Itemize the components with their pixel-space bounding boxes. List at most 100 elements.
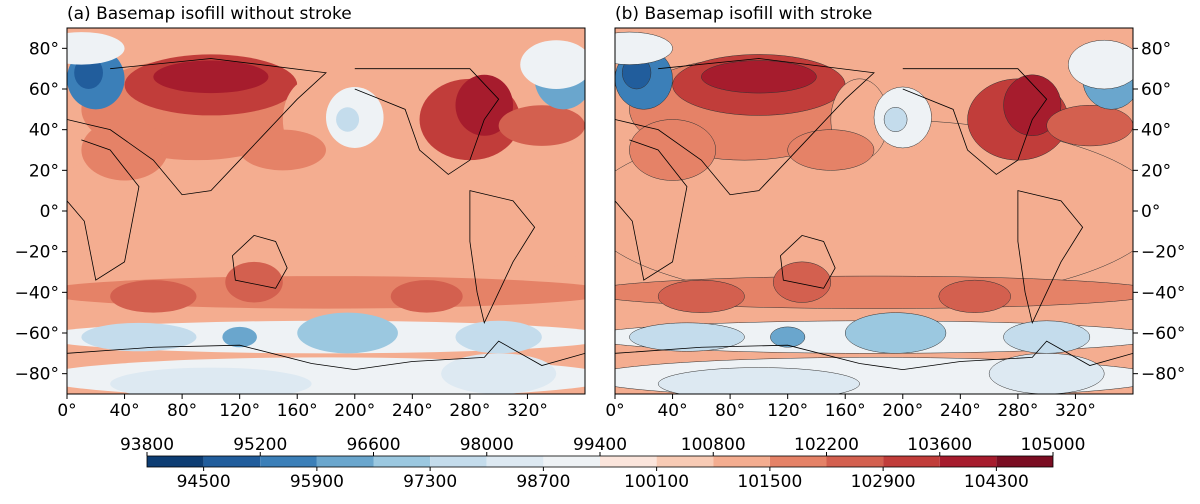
- y-tick-label: 40°: [29, 121, 59, 141]
- coastline: [67, 58, 585, 371]
- contour-region: [336, 107, 360, 132]
- field: [615, 28, 1133, 394]
- x-tick-label: 80°: [167, 401, 197, 421]
- y-tick-label: −60°: [1141, 324, 1185, 344]
- y-tick-label: 0°: [40, 202, 59, 222]
- x-tick-label: 240°: [392, 401, 433, 421]
- colorbar-label: 93800: [120, 435, 174, 455]
- panel-title: (a) Basemap isofill without stroke: [67, 4, 352, 24]
- map-panel: (a) Basemap isofill without stroke 0° 40° 8…: [15, 4, 586, 421]
- contour-region: [455, 320, 542, 354]
- contour-region: [498, 105, 585, 146]
- contour-region: [770, 326, 806, 348]
- colorbar-label: 96600: [346, 435, 400, 455]
- contour-region: [455, 74, 514, 136]
- contour-region: [883, 107, 908, 132]
- y-tick-label: 80°: [1141, 39, 1171, 59]
- contour-region: [67, 119, 585, 303]
- colorbar-label: 95200: [233, 435, 287, 455]
- colorbar-label: 94500: [177, 472, 231, 492]
- y-tick-label: 60°: [1141, 80, 1171, 100]
- colorbar-swatch: [373, 456, 431, 467]
- y-tick-label: −80°: [1141, 365, 1185, 385]
- colorbar-label: 105000: [1021, 435, 1086, 455]
- colorbar-swatch: [826, 456, 884, 467]
- field: [67, 28, 585, 394]
- contour-region: [988, 353, 1105, 394]
- y-tick-label: −20°: [1141, 243, 1185, 263]
- colorbar-label: 100100: [624, 472, 689, 492]
- x-tick-label: 0°: [57, 401, 76, 421]
- contour-region: [67, 32, 125, 65]
- colorbar-swatch: [147, 456, 204, 467]
- panel-title: (b) Basemap isofill with stroke: [615, 4, 872, 24]
- colorbar-swatch: [883, 456, 940, 467]
- contour-region: [938, 279, 1011, 313]
- contour-region: [629, 322, 745, 352]
- contour-region: [1068, 39, 1133, 90]
- x-tick-label: 280°: [997, 401, 1038, 421]
- colorbar-swatch: [430, 456, 487, 467]
- colorbar-swatch: [600, 456, 657, 467]
- contour-region: [1046, 105, 1133, 147]
- contour-region: [441, 353, 557, 394]
- contour-region: [81, 322, 197, 352]
- x-tick-label: 320°: [507, 401, 548, 421]
- contour-region: [787, 129, 875, 171]
- colorbar-swatch: [656, 456, 714, 467]
- contour-region: [110, 367, 312, 394]
- colorbar-swatch: [939, 456, 997, 467]
- contour-region: [1003, 320, 1091, 354]
- x-tick-label: 40°: [657, 401, 687, 421]
- x-tick-label: 160°: [825, 401, 866, 421]
- coastline: [615, 58, 1133, 371]
- x-tick-label: 120°: [767, 401, 808, 421]
- colorbar-swatch: [260, 456, 317, 467]
- contour-region: [239, 129, 326, 171]
- colorbar-label: 104300: [964, 472, 1029, 492]
- contour-region: [701, 60, 817, 94]
- colorbar-label: 102900: [851, 472, 916, 492]
- colorbar-label: 98700: [516, 472, 570, 492]
- colorbar-swatch: [486, 456, 544, 467]
- x-tick-label: 200°: [334, 401, 375, 421]
- y-tick-label: 0°: [1141, 202, 1160, 222]
- x-tick-label: 40°: [109, 401, 139, 421]
- colorbar: 9380094500952009590096600973009800098700…: [120, 435, 1086, 492]
- contour-region: [222, 326, 257, 348]
- colorbar-swatch: [996, 456, 1053, 467]
- colorbar-swatch: [543, 456, 600, 467]
- contour-region: [153, 60, 269, 94]
- y-tick-label: −40°: [15, 283, 59, 303]
- y-tick-label: 40°: [1141, 121, 1171, 141]
- contour-region: [773, 261, 832, 303]
- colorbar-label: 97300: [403, 472, 457, 492]
- contour-region: [81, 119, 168, 181]
- x-tick-label: 0°: [605, 401, 624, 421]
- contour-region: [225, 261, 283, 303]
- colorbar-label: 99400: [573, 435, 627, 455]
- colorbar-swatch: [203, 456, 261, 467]
- x-tick-label: 320°: [1055, 401, 1096, 421]
- contour-region: [844, 312, 947, 354]
- y-tick-label: −40°: [1141, 283, 1185, 303]
- x-tick-label: 120°: [219, 401, 260, 421]
- x-tick-label: 80°: [715, 401, 745, 421]
- colorbar-label: 95900: [290, 472, 344, 492]
- contour-region: [1003, 74, 1062, 137]
- colorbar-label: 102200: [794, 435, 859, 455]
- colorbar-swatch: [316, 456, 374, 467]
- colorbar-label: 98000: [460, 435, 514, 455]
- contour-region: [629, 119, 716, 181]
- contour-region: [297, 312, 398, 354]
- contour-region: [110, 280, 197, 313]
- y-tick-label: 80°: [29, 39, 59, 59]
- colorbar-label: 100800: [681, 435, 746, 455]
- y-tick-label: −20°: [15, 243, 59, 263]
- contour-region: [615, 31, 673, 65]
- contour-region: [74, 56, 103, 89]
- x-tick-label: 160°: [277, 401, 318, 421]
- colorbar-swatch: [769, 456, 827, 467]
- map-panel: (b) Basemap isofill with stroke 0° 40° 80° 1…: [605, 4, 1185, 421]
